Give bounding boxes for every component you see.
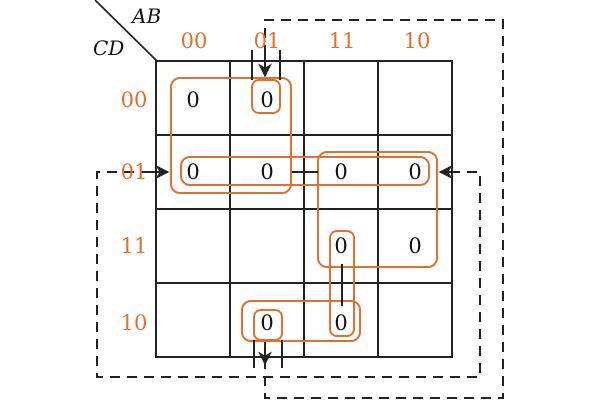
col-code-11: 11 (329, 29, 356, 53)
loop-row-10 (241, 300, 361, 342)
row-code-10: 10 (121, 311, 148, 335)
row-code-11: 11 (121, 234, 148, 258)
cell-r1-c1: 0 (260, 160, 273, 184)
dashed-outline-columns (264, 19, 504, 399)
loop-column-11 (329, 230, 355, 337)
connectors (251, 50, 343, 368)
cell-r2-c3: 0 (408, 234, 421, 258)
cell-r1-c3: 0 (408, 160, 421, 184)
col-code-10: 10 (404, 29, 431, 53)
cell-values: 0 0 0 0 0 0 0 0 0 0 (186, 88, 421, 335)
cell-r3-c2: 0 (334, 311, 347, 335)
dashed-outline-rows (96, 171, 481, 378)
wrap-arrows (150, 52, 458, 366)
dashed-wraparound-outlines (96, 19, 504, 399)
cell-r2-c2: 0 (334, 234, 347, 258)
col-variable-label: AB (130, 4, 161, 28)
col-code-00: 00 (181, 29, 208, 53)
cell-r0-c1: 0 (260, 88, 273, 112)
row-codes: 00 01 11 10 (121, 88, 148, 335)
group-loops (170, 77, 438, 342)
column-codes: 00 01 11 10 (181, 29, 431, 53)
cell-r1-c2: 0 (334, 160, 347, 184)
loop-cell-top (251, 79, 281, 114)
corner-diagonal (94, 0, 158, 62)
cell-r3-c1: 0 (260, 311, 273, 335)
loop-block-left (170, 77, 292, 194)
loop-row-01 (180, 156, 430, 186)
loop-cell-bottom (253, 309, 283, 341)
col-code-01: 01 (254, 29, 281, 53)
cell-r1-c0: 0 (186, 160, 199, 184)
cell-r0-c0: 0 (186, 88, 199, 112)
grid (155, 60, 453, 358)
row-code-01: 01 (121, 160, 148, 184)
loop-block-right (317, 151, 438, 268)
row-variable-label: CD (93, 36, 124, 60)
row-code-00: 00 (121, 88, 148, 112)
